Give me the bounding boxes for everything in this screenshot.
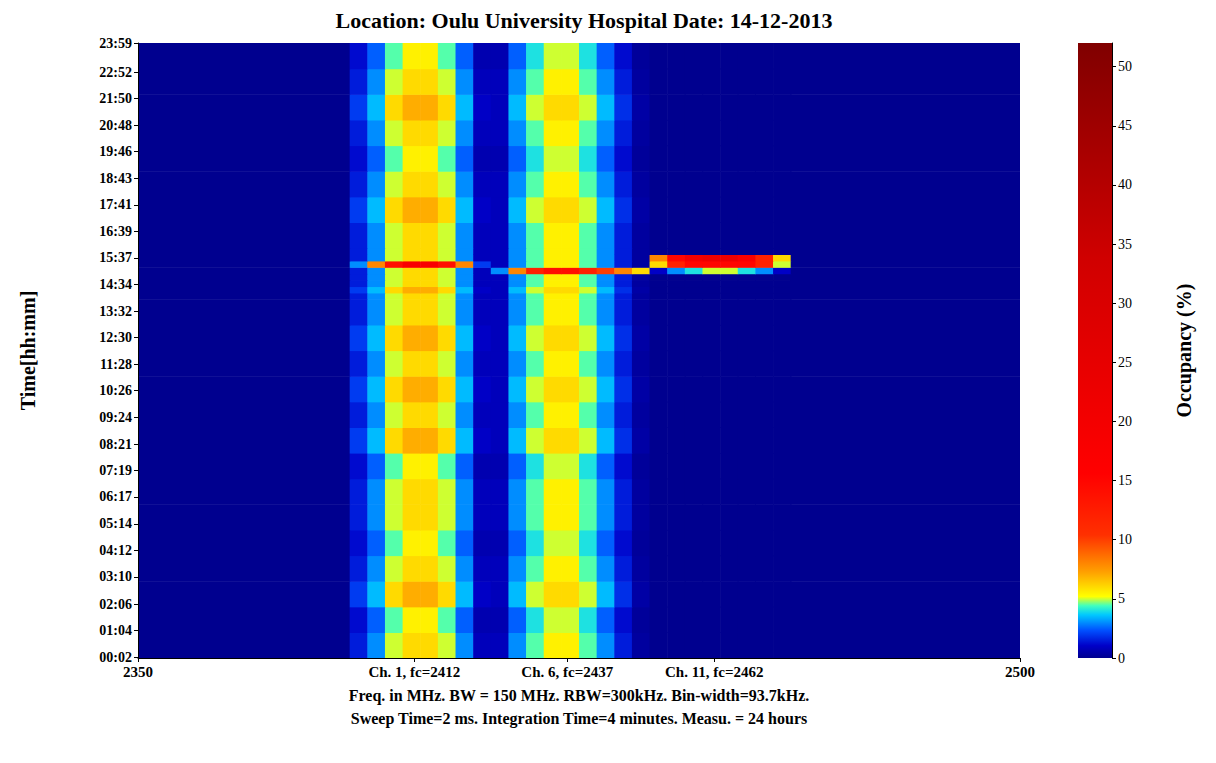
- svg-text:18:43: 18:43: [99, 171, 132, 186]
- svg-text:20:48: 20:48: [99, 118, 132, 133]
- svg-text:Ch. 1, fc=2412: Ch. 1, fc=2412: [368, 664, 460, 680]
- svg-text:Time[hh:mm]: Time[hh:mm]: [17, 291, 39, 411]
- svg-text:Sweep Time=2 ms. Integration T: Sweep Time=2 ms. Integration Time=4 minu…: [351, 710, 807, 728]
- svg-text:11:28: 11:28: [100, 357, 132, 372]
- svg-text:17:41: 17:41: [99, 197, 132, 212]
- svg-text:13:32: 13:32: [99, 304, 132, 319]
- svg-text:5: 5: [1118, 591, 1125, 606]
- svg-text:15:37: 15:37: [99, 250, 132, 265]
- svg-text:Ch. 6, fc=2437: Ch. 6, fc=2437: [521, 664, 613, 680]
- svg-text:15: 15: [1118, 473, 1132, 488]
- svg-text:09:24: 09:24: [99, 410, 132, 425]
- svg-text:30: 30: [1118, 296, 1132, 311]
- svg-text:00:02: 00:02: [99, 650, 132, 665]
- svg-text:Freq. in MHz. BW = 150 MHz. RB: Freq. in MHz. BW = 150 MHz. RBW=300kHz. …: [349, 687, 810, 705]
- svg-text:19:46: 19:46: [99, 144, 132, 159]
- svg-text:14:34: 14:34: [99, 277, 132, 292]
- svg-text:40: 40: [1118, 177, 1132, 192]
- svg-text:50: 50: [1118, 59, 1132, 74]
- svg-text:12:30: 12:30: [99, 330, 132, 345]
- svg-text:20: 20: [1118, 414, 1132, 429]
- svg-text:03:10: 03:10: [99, 569, 132, 584]
- svg-text:07:19: 07:19: [99, 463, 132, 478]
- svg-text:2500: 2500: [1005, 664, 1035, 680]
- svg-text:16:39: 16:39: [99, 224, 132, 239]
- svg-text:22:52: 22:52: [99, 65, 132, 80]
- svg-text:02:06: 02:06: [99, 597, 132, 612]
- svg-text:05:14: 05:14: [99, 516, 132, 531]
- svg-text:25: 25: [1118, 355, 1132, 370]
- svg-text:04:12: 04:12: [99, 543, 132, 558]
- svg-text:06:17: 06:17: [99, 489, 132, 504]
- svg-text:2350: 2350: [123, 664, 153, 680]
- svg-text:08:21: 08:21: [99, 437, 132, 452]
- svg-text:35: 35: [1118, 237, 1132, 252]
- svg-text:0: 0: [1118, 651, 1125, 666]
- svg-text:Location: Oulu University Hosp: Location: Oulu University Hospital Date:…: [336, 8, 833, 33]
- svg-text:Occupancy (%): Occupancy (%): [1173, 284, 1196, 418]
- svg-text:10: 10: [1118, 532, 1132, 547]
- svg-text:21:50: 21:50: [99, 91, 132, 106]
- svg-text:Ch. 11, fc=2462: Ch. 11, fc=2462: [665, 664, 764, 680]
- svg-text:23:59: 23:59: [99, 36, 132, 51]
- svg-text:01:04: 01:04: [99, 623, 132, 638]
- svg-text:10:26: 10:26: [99, 383, 132, 398]
- svg-text:45: 45: [1118, 118, 1132, 133]
